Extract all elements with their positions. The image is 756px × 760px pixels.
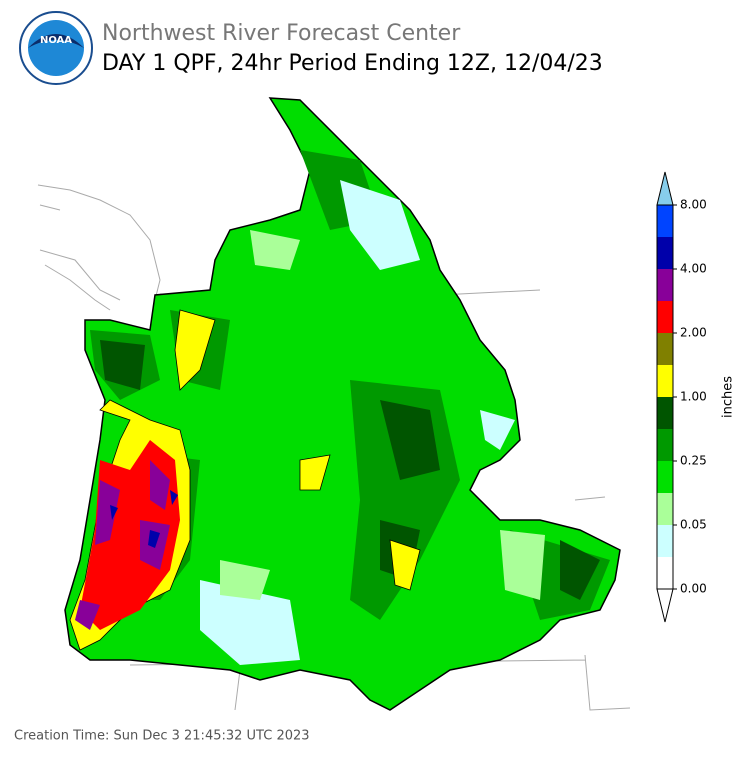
logo-text: NOAA xyxy=(40,35,72,46)
colorbar-segment xyxy=(657,269,673,301)
subtitle: DAY 1 QPF, 24hr Period Ending 12Z, 12/04… xyxy=(102,51,603,76)
colorbar-segment xyxy=(657,237,673,269)
basin xyxy=(64,97,621,711)
colorbar-segment xyxy=(657,397,673,429)
colorbar-tick-label: 1.00 xyxy=(680,390,707,404)
colorbar-segment xyxy=(657,333,673,365)
title: Northwest River Forecast Center xyxy=(102,21,461,46)
map xyxy=(37,97,631,711)
colorbar-segment xyxy=(657,493,673,525)
colorbar-segment xyxy=(657,205,673,237)
colorbar-tick-label: 8.00 xyxy=(680,198,707,212)
colorbar-tick-label: 2.00 xyxy=(680,326,707,340)
colorbar-segment xyxy=(657,557,673,589)
colorbar-tick-label: 4.00 xyxy=(680,262,707,276)
colorbar-label: inches xyxy=(721,376,736,418)
colorbar: inches 0.00 0.05 0.25 1.00 2.00 4.00 8.00 xyxy=(656,171,736,623)
colorbar-segment xyxy=(657,525,673,557)
colorbar-tick-label: 0.00 xyxy=(680,582,707,596)
colorbar-segment xyxy=(657,365,673,397)
colorbar-tick-label: 0.05 xyxy=(680,518,707,532)
colorbar-segment xyxy=(657,301,673,333)
noaa-logo: NOAA xyxy=(19,11,93,85)
precip-patches xyxy=(69,150,610,665)
creation-time: Creation Time: Sun Dec 3 21:45:32 UTC 20… xyxy=(14,729,310,744)
colorbar-segment xyxy=(657,461,673,493)
colorbar-tick-label: 0.25 xyxy=(680,454,707,468)
colorbar-segment xyxy=(657,429,673,461)
